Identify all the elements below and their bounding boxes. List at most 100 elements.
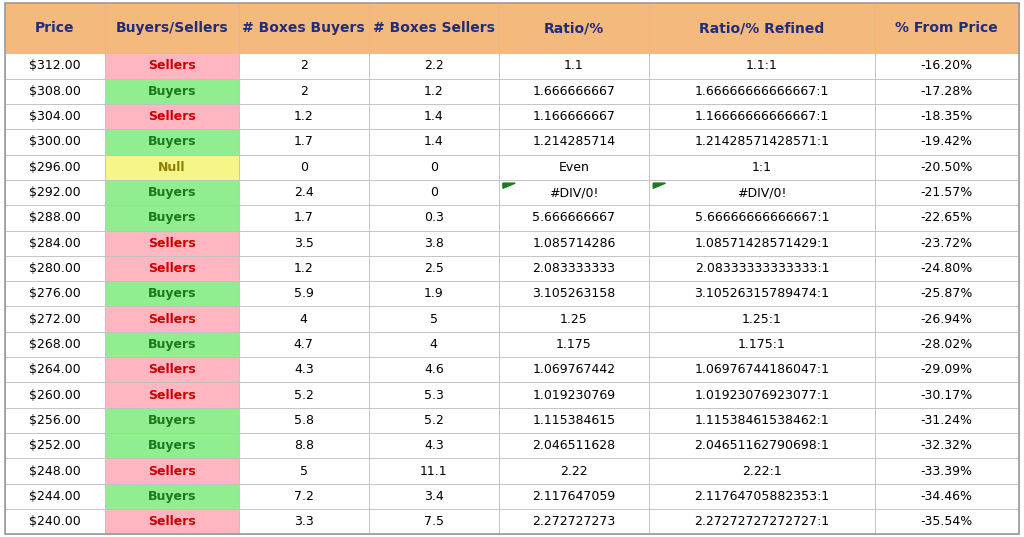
Bar (369, 408, 499, 433)
Text: 2.083333333: 2.083333333 (532, 262, 615, 275)
Bar (104, 357, 239, 382)
Text: Buyers: Buyers (147, 135, 196, 148)
Text: Buyers: Buyers (147, 414, 196, 427)
Text: 1.4: 1.4 (424, 135, 443, 148)
Text: # Boxes Buyers: # Boxes Buyers (243, 21, 366, 35)
Bar (499, 3, 649, 53)
Bar (239, 78, 369, 104)
Bar (104, 180, 239, 205)
Bar (874, 484, 1019, 509)
Text: 3.4: 3.4 (424, 490, 443, 503)
Bar (369, 332, 499, 357)
Bar (369, 357, 499, 382)
Bar (649, 104, 874, 129)
Bar (874, 205, 1019, 230)
Bar (104, 53, 239, 78)
Bar (369, 205, 499, 230)
Text: -30.17%: -30.17% (921, 389, 973, 402)
Text: Sellers: Sellers (147, 363, 196, 376)
Bar (499, 256, 649, 281)
Text: 5.66666666666667:1: 5.66666666666667:1 (694, 212, 829, 224)
Text: 7.2: 7.2 (294, 490, 313, 503)
Text: $248.00: $248.00 (29, 465, 81, 477)
Bar (649, 509, 874, 534)
Bar (239, 281, 369, 307)
Text: Buyers: Buyers (147, 287, 196, 300)
Bar (239, 307, 369, 332)
Bar (104, 104, 239, 129)
Text: -19.42%: -19.42% (921, 135, 973, 148)
Text: 1.9: 1.9 (424, 287, 443, 300)
Text: 1:1: 1:1 (752, 161, 772, 174)
Bar (874, 129, 1019, 155)
Bar (499, 408, 649, 433)
Bar (874, 433, 1019, 459)
Text: $276.00: $276.00 (29, 287, 81, 300)
Bar (5, 484, 104, 509)
Bar (499, 332, 649, 357)
Text: -29.09%: -29.09% (921, 363, 973, 376)
Bar (5, 230, 104, 256)
Text: 5: 5 (300, 465, 308, 477)
Text: 4: 4 (300, 313, 307, 325)
Bar (369, 484, 499, 509)
Bar (499, 382, 649, 408)
Text: 1.7: 1.7 (294, 212, 313, 224)
Text: Buyers: Buyers (147, 212, 196, 224)
Text: Null: Null (158, 161, 185, 174)
Bar (5, 382, 104, 408)
Bar (874, 382, 1019, 408)
Text: 2.5: 2.5 (424, 262, 443, 275)
Text: 1.175:1: 1.175:1 (738, 338, 785, 351)
Text: $268.00: $268.00 (29, 338, 81, 351)
Bar (239, 155, 369, 180)
Text: 5.8: 5.8 (294, 414, 313, 427)
Text: Even: Even (558, 161, 590, 174)
Bar (649, 281, 874, 307)
Bar (239, 433, 369, 459)
Text: 4.3: 4.3 (424, 439, 443, 452)
Bar (104, 408, 239, 433)
Bar (649, 205, 874, 230)
Text: -26.94%: -26.94% (921, 313, 973, 325)
Bar (499, 281, 649, 307)
Text: Buyers/Sellers: Buyers/Sellers (116, 21, 228, 35)
Text: 1.01923076923077:1: 1.01923076923077:1 (694, 389, 829, 402)
Bar (5, 433, 104, 459)
Text: 1.25: 1.25 (560, 313, 588, 325)
Text: Sellers: Sellers (147, 237, 196, 250)
Bar (239, 408, 369, 433)
Text: Buyers: Buyers (147, 85, 196, 98)
Text: -22.65%: -22.65% (921, 212, 973, 224)
Bar (104, 78, 239, 104)
Bar (649, 256, 874, 281)
Text: 3.105263158: 3.105263158 (532, 287, 615, 300)
Bar (5, 129, 104, 155)
Bar (5, 78, 104, 104)
Bar (369, 230, 499, 256)
Bar (5, 3, 104, 53)
Bar (369, 129, 499, 155)
Text: 2.272727273: 2.272727273 (532, 515, 615, 528)
Bar (874, 256, 1019, 281)
Bar (239, 205, 369, 230)
Text: $284.00: $284.00 (29, 237, 81, 250)
Bar (369, 78, 499, 104)
Text: 2.08333333333333:1: 2.08333333333333:1 (694, 262, 829, 275)
Text: 1.06976744186047:1: 1.06976744186047:1 (694, 363, 829, 376)
Bar (369, 180, 499, 205)
Bar (874, 104, 1019, 129)
Bar (874, 459, 1019, 484)
Bar (649, 180, 874, 205)
Text: Buyers: Buyers (147, 490, 196, 503)
Bar (369, 382, 499, 408)
Bar (104, 459, 239, 484)
Bar (5, 155, 104, 180)
Bar (5, 307, 104, 332)
Bar (5, 281, 104, 307)
Text: 1.069767442: 1.069767442 (532, 363, 615, 376)
Bar (874, 281, 1019, 307)
Bar (369, 53, 499, 78)
Text: 1.166666667: 1.166666667 (532, 110, 615, 123)
Bar (369, 307, 499, 332)
